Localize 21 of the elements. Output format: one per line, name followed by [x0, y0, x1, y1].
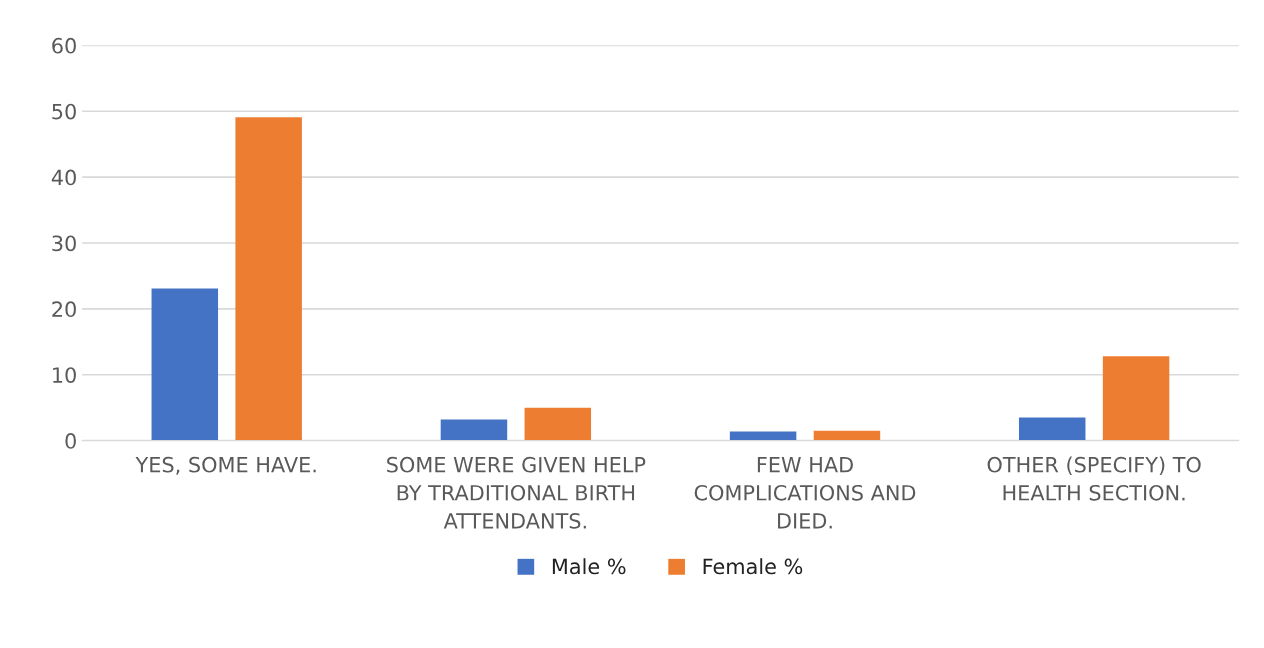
y-tick-label: 10 — [53, 367, 76, 383]
bar — [440, 419, 508, 441]
legend-label: Male % — [552, 558, 626, 575]
y-tick-label: 50 — [52, 103, 76, 120]
y-tick-label: 30 — [52, 235, 76, 252]
y-tick-label: 40 — [51, 169, 76, 186]
bar — [1018, 417, 1086, 441]
x-tick-label: YES, SOME HAVE. — [135, 456, 316, 475]
bar — [235, 117, 302, 441]
x-tick-label: OTHER (SPECIFY) TO HEALTH SECTION. — [987, 456, 1201, 501]
y-tick-label: 60 — [52, 37, 76, 54]
bar — [813, 430, 881, 441]
legend-label: Female % — [703, 558, 803, 575]
bar — [729, 431, 797, 441]
bar — [1102, 356, 1170, 441]
y-tick-label: 20 — [52, 301, 76, 318]
x-tick-label: SOME WERE GIVEN HELP BY TRADITIONAL BIRTH ATTENDANTS. — [387, 456, 646, 529]
bar — [524, 407, 592, 441]
x-tick-label: FEW HAD COMPLICATIONS AND DIED. — [694, 457, 916, 529]
bar — [151, 288, 219, 441]
y-tick-label: 0 — [65, 433, 76, 449]
